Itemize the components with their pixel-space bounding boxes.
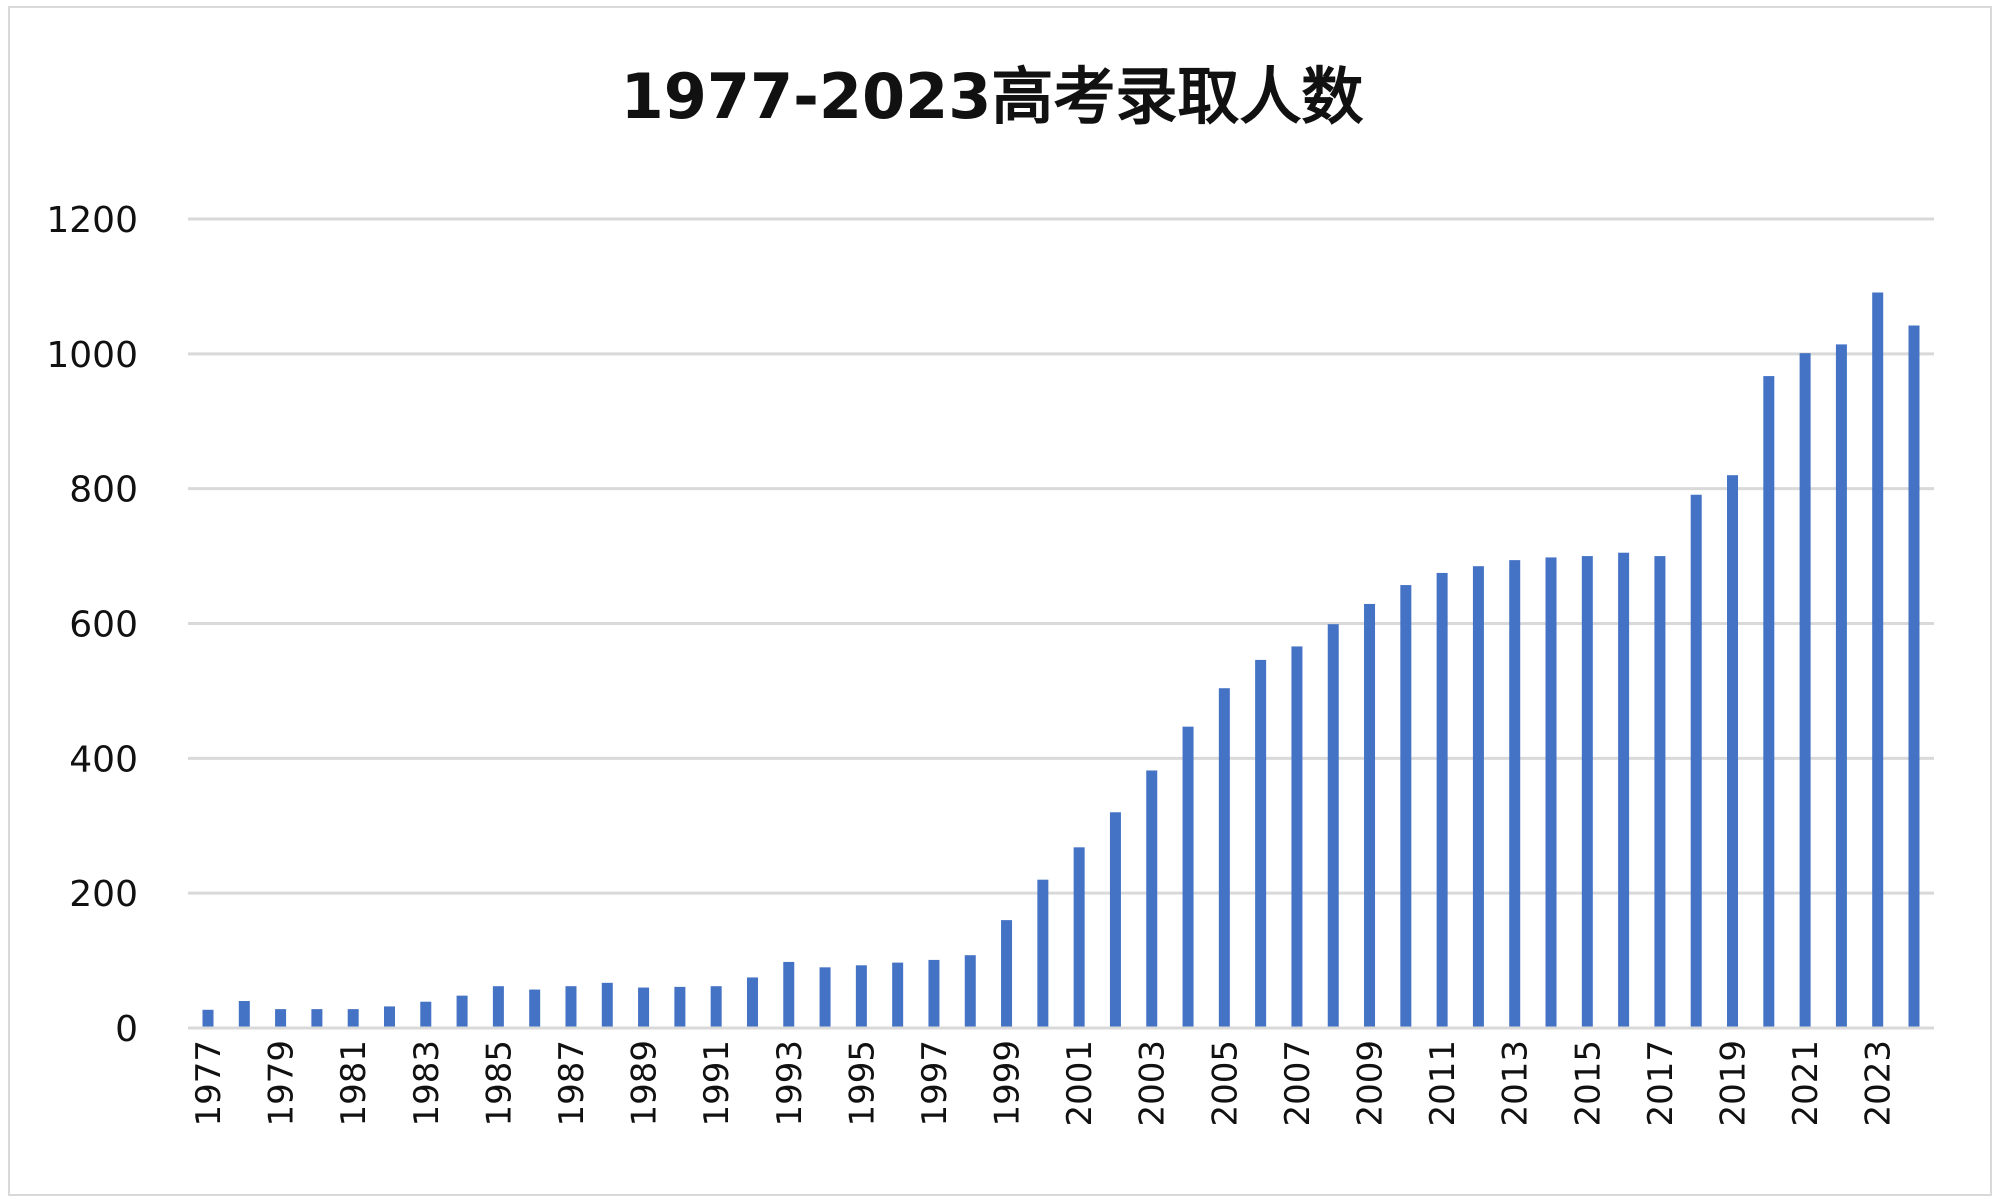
bar-2023 <box>1872 292 1884 1029</box>
x-tick-label-2011: 2011 <box>1423 1040 1463 1127</box>
bar-1998 <box>964 955 976 1028</box>
x-tick-label-1981: 1981 <box>334 1040 374 1127</box>
x-tick-label-1985: 1985 <box>479 1040 519 1127</box>
x-tick-label-2023: 2023 <box>1859 1040 1899 1127</box>
bar-1986 <box>529 989 541 1028</box>
y-tick-label-1000: 1000 <box>46 335 138 376</box>
bar-2007 <box>1291 646 1303 1028</box>
bar-1978 <box>238 1001 250 1028</box>
bar-2019 <box>1727 475 1739 1028</box>
bar-2009 <box>1364 603 1376 1028</box>
y-tick-label-200: 200 <box>69 874 138 915</box>
chart-title: 1977-2023高考录取人数 <box>621 60 1364 133</box>
x-tick-label-2005: 2005 <box>1205 1040 1245 1127</box>
bar-1994 <box>819 967 831 1028</box>
x-tick-label-1993: 1993 <box>770 1040 810 1127</box>
x-axis-ticks: 1977 1979 1981 1983 1985 1987 1989 1991 1993 1995… <box>189 1040 1899 1127</box>
bar-1995 <box>855 965 867 1028</box>
bar-2011 <box>1436 572 1448 1028</box>
bar-2001 <box>1073 847 1085 1028</box>
bar-1991 <box>710 986 722 1028</box>
bar-1999 <box>1001 920 1013 1028</box>
bar-2004 <box>1182 726 1194 1028</box>
bars <box>202 292 1920 1029</box>
y-tick-label-800: 800 <box>69 470 138 511</box>
bar-1977 <box>202 1009 214 1028</box>
x-tick-label-2007: 2007 <box>1278 1040 1318 1127</box>
gridlines <box>188 217 1934 895</box>
x-tick-label-1991: 1991 <box>697 1040 737 1127</box>
y-tick-label-400: 400 <box>69 739 138 780</box>
bar-1990 <box>674 986 686 1028</box>
x-tick-label-1983: 1983 <box>407 1040 447 1127</box>
bar-2006 <box>1255 659 1267 1028</box>
y-tick-label-0: 0 <box>115 1009 138 1050</box>
bar-2016 <box>1618 552 1630 1028</box>
bar-1988 <box>601 982 613 1028</box>
bar-1979 <box>275 1009 287 1028</box>
bar-2015 <box>1581 556 1593 1028</box>
bar-2024 <box>1908 325 1920 1029</box>
bar-2018 <box>1690 494 1702 1029</box>
bar-2014 <box>1545 557 1557 1028</box>
bar-2010 <box>1400 585 1412 1028</box>
bar-1996 <box>892 962 904 1028</box>
x-tick-label-1987: 1987 <box>552 1040 592 1127</box>
bar-2003 <box>1146 770 1158 1028</box>
x-tick-label-1979: 1979 <box>262 1040 302 1127</box>
bar-1980 <box>311 1009 323 1028</box>
bar-1992 <box>746 977 758 1028</box>
bar-1989 <box>638 987 650 1028</box>
x-tick-label-1977: 1977 <box>189 1040 229 1127</box>
bar-1982 <box>383 1006 395 1028</box>
bar-1997 <box>928 959 940 1028</box>
bar-2002 <box>1109 812 1121 1028</box>
x-tick-label-2013: 2013 <box>1496 1040 1536 1127</box>
bar-1983 <box>420 1001 432 1028</box>
x-tick-label-2003: 2003 <box>1133 1040 1173 1127</box>
x-tick-label-2017: 2017 <box>1641 1040 1681 1127</box>
y-axis-ticks: 0 200 400 600 800 1000 1200 <box>46 200 138 1050</box>
bar-2008 <box>1327 624 1339 1028</box>
x-tick-label-2019: 2019 <box>1714 1040 1754 1127</box>
x-tick-label-1997: 1997 <box>915 1040 955 1127</box>
x-tick-label-1989: 1989 <box>625 1040 665 1127</box>
bar-2000 <box>1037 879 1049 1028</box>
x-tick-label-1999: 1999 <box>988 1040 1028 1127</box>
x-tick-label-2015: 2015 <box>1568 1040 1608 1127</box>
x-tick-label-2001: 2001 <box>1060 1040 1100 1127</box>
bar-2013 <box>1509 560 1521 1028</box>
y-tick-label-600: 600 <box>69 605 138 646</box>
x-tick-label-2021: 2021 <box>1786 1040 1826 1127</box>
y-tick-label-1200: 1200 <box>46 200 138 241</box>
x-tick-label-2009: 2009 <box>1351 1040 1391 1127</box>
x-tick-label-1995: 1995 <box>842 1040 882 1127</box>
bar-1985 <box>492 986 504 1028</box>
bar-2012 <box>1472 566 1484 1028</box>
bar-2022 <box>1835 344 1847 1028</box>
bar-1984 <box>456 995 468 1028</box>
bar-1981 <box>347 1009 359 1028</box>
bar-2017 <box>1654 556 1666 1028</box>
bar-2005 <box>1218 688 1230 1028</box>
bar-1993 <box>783 961 795 1028</box>
bar-2021 <box>1799 353 1811 1028</box>
bar-2020 <box>1763 376 1775 1029</box>
bar-1987 <box>565 986 577 1028</box>
